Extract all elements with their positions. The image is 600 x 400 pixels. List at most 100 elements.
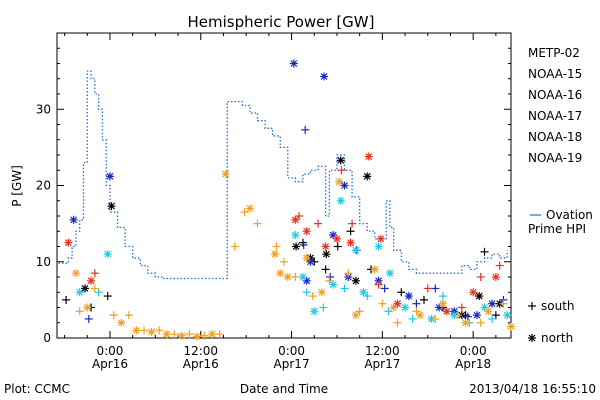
x-axis: 0:00Apr1612:00Apr160:00Apr1712:00Apr170:…	[64, 33, 497, 371]
point-north-noaa-18	[208, 330, 217, 339]
point-south-noaa-18	[308, 292, 317, 301]
point-south-noaa-19	[374, 280, 383, 289]
point-south-noaa-16	[408, 314, 417, 323]
y-axis: 0 10 20 30	[36, 47, 511, 345]
point-south-noaa-16	[340, 284, 349, 293]
y-axis-label: P [GW]	[10, 165, 24, 207]
ovation-legend-label-1: Ovation	[546, 208, 593, 222]
point-north-metp-02	[351, 276, 360, 285]
point-north-noaa-19	[442, 307, 451, 316]
point-south-noaa-19	[295, 212, 304, 220]
point-south-noaa-15	[380, 284, 389, 293]
x-tick-label-time: 0:00	[96, 344, 123, 358]
point-north-noaa-19	[291, 215, 300, 224]
ovation-hpi-line	[58, 70, 508, 280]
point-south-noaa-18	[355, 307, 364, 316]
point-north-noaa-16	[329, 280, 338, 289]
point-south-noaa-18	[109, 311, 118, 320]
point-south-noaa-18	[412, 307, 421, 316]
point-north-noaa-15	[320, 72, 329, 81]
point-north-noaa-18	[221, 170, 230, 179]
point-south-noaa-19	[423, 284, 432, 293]
point-south-noaa-18	[240, 208, 249, 217]
point-north-noaa-19	[321, 242, 330, 251]
x-tick-label-time: 12:00	[365, 344, 400, 358]
point-north-noaa-16	[310, 307, 319, 316]
point-south-noaa-18	[90, 284, 99, 293]
point-south-noaa-16	[438, 292, 447, 301]
point-south-noaa-18	[185, 330, 194, 339]
point-north-noaa-19	[364, 152, 373, 161]
point-north-noaa-18	[132, 326, 141, 335]
point-north-noaa-15	[69, 215, 78, 224]
x-tick-label-date: Apr17	[364, 357, 400, 371]
point-north-noaa-18	[147, 327, 156, 336]
point-south-noaa-19	[348, 219, 357, 228]
point-south-noaa-16	[302, 288, 311, 297]
point-south-metp-02	[419, 295, 428, 304]
point-south-metp-02	[321, 265, 330, 274]
point-south-noaa-15	[301, 125, 310, 134]
point-north-noaa-18	[507, 322, 515, 331]
point-north-noaa-16	[336, 196, 345, 205]
x-tick-label-date: Apr18	[455, 357, 491, 371]
point-north-noaa-19	[346, 238, 355, 247]
point-south-noaa-16	[94, 288, 103, 297]
legend-entry-metp-02: METP-02	[528, 46, 580, 60]
point-north-noaa-16	[351, 246, 360, 255]
ovation-legend-label-2: Prime HPI	[528, 222, 586, 236]
x-tick-label-time: 12:00	[183, 344, 218, 358]
x-tick-label-date: Apr16	[183, 357, 219, 371]
point-north-noaa-18	[276, 269, 285, 278]
point-south-metp-02	[491, 311, 500, 320]
point-north-noaa-16	[374, 242, 383, 251]
legend-entry-noaa-19: NOAA-19	[528, 151, 582, 165]
footer-left: Plot: CCMC	[4, 382, 70, 396]
point-north-noaa-16	[75, 288, 84, 297]
point-north-noaa-18	[162, 330, 171, 339]
point-north-noaa-18	[484, 307, 493, 316]
symbol-legend-north-label: north	[541, 331, 573, 345]
point-south-noaa-16	[363, 292, 372, 301]
point-south-noaa-18	[344, 269, 353, 278]
point-south-noaa-18	[140, 326, 149, 335]
point-south-metp-02	[480, 247, 489, 256]
point-south-noaa-18	[325, 276, 334, 285]
point-south-noaa-15	[431, 284, 440, 293]
point-south-metp-02	[397, 288, 406, 297]
point-south-noaa-15	[84, 314, 93, 323]
point-north-noaa-16	[503, 311, 512, 320]
point-north-noaa-19	[393, 299, 402, 308]
point-south-noaa-18	[378, 299, 387, 308]
point-north-noaa-16	[359, 288, 368, 297]
point-south-noaa-18	[155, 326, 164, 335]
point-north-noaa-15	[289, 59, 298, 68]
point-north-noaa-15	[404, 292, 413, 301]
footer-right: 2013/04/18 16:55:10	[469, 382, 596, 396]
point-north-noaa-18	[177, 331, 186, 340]
point-north-metp-02	[363, 172, 372, 181]
point-north-noaa-19	[469, 288, 478, 297]
point-north-noaa-18	[351, 311, 360, 320]
point-north-noaa-16	[385, 269, 394, 278]
point-north-noaa-16	[298, 273, 307, 281]
point-north-noaa-18	[438, 299, 447, 308]
x-tick-label-time: 0:00	[460, 344, 487, 358]
point-north-noaa-16	[480, 303, 489, 312]
point-south-noaa-18	[253, 219, 262, 228]
symbol-legend-south-label: south	[541, 299, 575, 313]
point-south-metp-02	[346, 227, 355, 236]
y-tick-label: 0	[43, 331, 51, 345]
x-tick-label-date: Apr16	[92, 357, 128, 371]
point-south-noaa-18	[170, 330, 179, 339]
point-north-noaa-18	[283, 273, 292, 281]
point-north-noaa-19	[87, 276, 96, 285]
point-north-noaa-18	[370, 265, 379, 274]
point-south-noaa-18	[200, 331, 209, 340]
point-south-noaa-18	[280, 257, 288, 266]
point-north-noaa-16	[291, 231, 300, 240]
legend-entry-noaa-18: NOAA-18	[528, 130, 582, 144]
point-north-metp-02	[107, 202, 116, 211]
point-north-noaa-18	[192, 332, 201, 341]
